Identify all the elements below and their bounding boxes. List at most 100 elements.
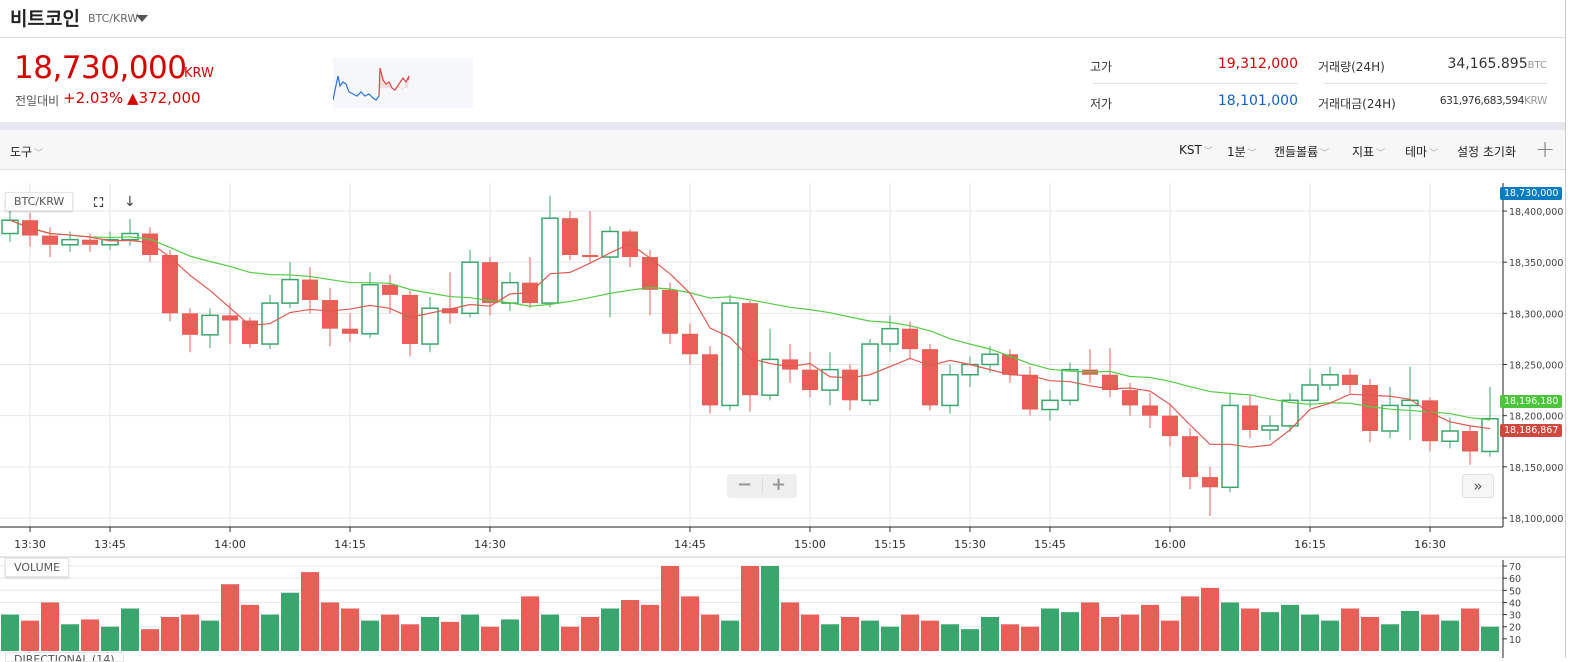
candle-body	[1481, 417, 1499, 453]
change-amount: ▲372,000	[127, 89, 201, 107]
candle-body	[1281, 399, 1299, 427]
volume-bar	[601, 608, 619, 651]
volume-bar	[101, 626, 119, 651]
candle-body	[721, 302, 739, 407]
x-tick-label: 15:45	[1034, 538, 1066, 551]
volume-legend[interactable]: VOLUME	[5, 558, 70, 577]
volume-bar	[1441, 620, 1459, 651]
mini-sparkline	[332, 58, 473, 108]
y-tick-label: 18,400,000	[1509, 207, 1563, 218]
volume-bar	[381, 614, 399, 651]
candle-body	[761, 358, 779, 396]
interval-label: 1분	[1227, 145, 1246, 159]
candle-body	[541, 217, 559, 304]
candle-body	[242, 320, 258, 345]
candle-body	[1462, 431, 1478, 452]
volume-bar	[1341, 608, 1359, 651]
candle-body	[1221, 404, 1239, 489]
candle-body	[501, 281, 519, 304]
candle-body	[1381, 404, 1399, 432]
amount-label: 거래대금(24H)	[1318, 97, 1396, 111]
timezone-label: KST	[1179, 143, 1202, 157]
volume-bar	[541, 614, 559, 651]
volume-bar	[1281, 604, 1299, 651]
volume-bar	[581, 617, 599, 651]
y-tick-label: 18,200,000	[1509, 412, 1563, 423]
volume-bar	[561, 626, 579, 651]
candle-body	[82, 239, 98, 245]
volume-bar	[481, 626, 499, 651]
chevron-down-icon: ﹀	[1247, 149, 1257, 159]
volume-bars	[1, 566, 1499, 651]
tools-menu[interactable]: 도구 ﹀	[10, 143, 43, 160]
reset-settings-button[interactable]: 설정 초기화	[1457, 145, 1517, 159]
zoom-out-button[interactable]: −	[737, 474, 753, 495]
volume-tick-label: 70	[1509, 562, 1521, 573]
price-chart[interactable]: 18,100,000 18,150,000 18,200,000 18,250,000…	[0, 170, 1575, 658]
candle-body	[742, 303, 758, 396]
fullscreen-icon[interactable]: ⛶	[94, 196, 104, 211]
volume-bar	[241, 604, 259, 651]
volume-bar	[1461, 608, 1479, 651]
directional-legend[interactable]: DIRECTIONAL (14)	[5, 652, 124, 662]
add-plus-icon[interactable]: +	[1535, 135, 1556, 163]
indicators-menu[interactable]: 지표 ﹀	[1352, 143, 1385, 160]
theme-menu[interactable]: 테마 ﹀	[1405, 143, 1438, 160]
chart-legend[interactable]: BTC/KRW	[5, 192, 74, 211]
volume-bar	[181, 614, 199, 651]
indicators-label: 지표	[1352, 145, 1375, 159]
timezone-menu[interactable]: KST ﹀	[1179, 143, 1213, 157]
candle-body	[442, 308, 458, 314]
volume-bar	[441, 621, 459, 651]
volume-bar	[61, 624, 79, 651]
x-tick-label: 14:45	[674, 538, 706, 551]
candle-body	[682, 333, 698, 355]
amount-value: 631,976,683,594KRW	[1400, 95, 1548, 107]
candle-body	[1362, 384, 1378, 432]
volume-bar	[1421, 614, 1439, 651]
candle-body	[941, 373, 959, 407]
volume-tick-label: 60	[1509, 574, 1521, 585]
volume-bar	[841, 617, 859, 651]
volume-bar	[1381, 624, 1399, 651]
coin-dropdown-caret-icon[interactable]	[136, 15, 148, 22]
chevron-down-icon: ﹀	[1320, 149, 1330, 159]
volume-bar	[81, 619, 99, 651]
candle-body	[1301, 384, 1319, 402]
y-tick-label: 18,250,000	[1509, 361, 1563, 372]
volume-bar	[1321, 620, 1339, 651]
interval-menu[interactable]: 1분 ﹀	[1227, 143, 1257, 160]
volume-bar	[1, 614, 19, 651]
candle-body	[162, 255, 178, 314]
x-tick-label: 15:00	[794, 538, 826, 551]
scroll-to-latest-button[interactable]: »	[1462, 474, 1494, 498]
section-divider	[0, 122, 1565, 130]
candle-body	[981, 353, 999, 366]
change-percent: +2.03%	[63, 89, 124, 107]
candle-body	[1041, 399, 1059, 411]
coin-title: 비트코인	[10, 8, 80, 30]
divider	[0, 37, 1565, 38]
volume-bar	[1061, 612, 1079, 651]
pair-label[interactable]: BTC/KRW	[88, 12, 139, 25]
candle-body	[42, 235, 58, 245]
volume-bar	[881, 626, 899, 651]
axes: 18,100,000 18,150,000 18,200,000 18,250,000…	[0, 183, 1565, 658]
chevron-down-icon: ﹀	[1429, 149, 1439, 159]
volume-bar	[741, 566, 759, 651]
volume-bar	[721, 620, 739, 651]
candle-body	[201, 314, 219, 336]
chart-type-menu[interactable]: 캔들볼륨 ﹀	[1274, 143, 1329, 160]
zoom-in-button[interactable]: +	[771, 474, 787, 495]
download-arrow-icon[interactable]: ↓	[124, 194, 136, 210]
candle-body	[322, 300, 338, 329]
candle-body	[101, 238, 119, 246]
candle-body	[1422, 400, 1438, 442]
candle-body	[61, 238, 79, 246]
candle-body	[802, 369, 818, 391]
volume-bar	[501, 619, 519, 651]
x-tick-label: 15:15	[874, 538, 906, 551]
volume-bar	[141, 629, 159, 651]
candle-body	[1061, 368, 1079, 402]
candle-body	[881, 327, 899, 345]
